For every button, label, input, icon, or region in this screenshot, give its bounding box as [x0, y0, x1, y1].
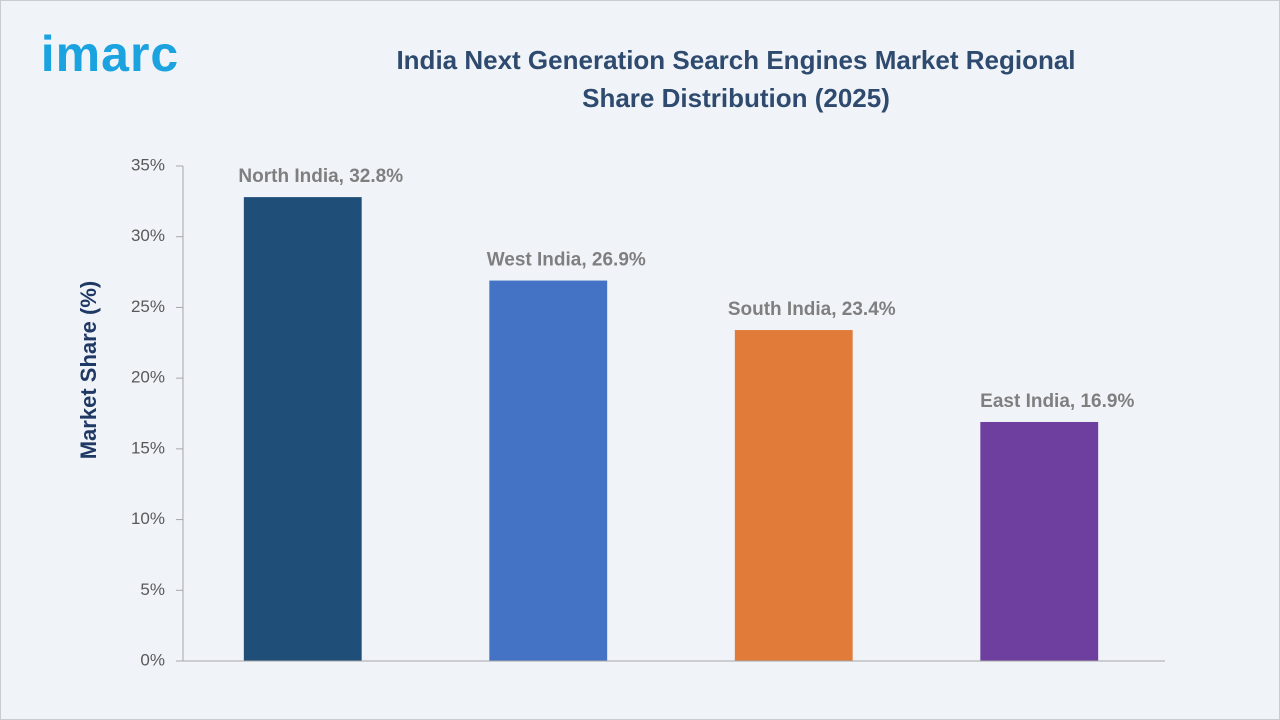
y-tick-label: 0%	[140, 650, 165, 669]
y-tick-label: 20%	[131, 368, 165, 387]
data-label: North India, 32.8%	[238, 166, 403, 187]
y-axis-title: Market Share (%)	[76, 281, 101, 460]
data-label: West India, 26.9%	[487, 250, 646, 271]
y-tick-label: 5%	[140, 580, 165, 599]
logo: imarc	[41, 26, 179, 82]
bar	[734, 330, 853, 661]
y-tick-label: 10%	[131, 509, 165, 528]
data-label: East India, 16.9%	[980, 391, 1134, 412]
y-tick-label: 30%	[131, 226, 165, 245]
bar	[980, 421, 1099, 661]
chart-title: India Next Generation Search Engines Mar…	[396, 45, 1075, 113]
bar	[489, 280, 608, 661]
y-tick-label: 15%	[131, 438, 165, 457]
data-label: South India, 23.4%	[728, 299, 896, 320]
bar	[243, 197, 362, 661]
y-tick-label: 25%	[131, 297, 165, 316]
y-tick-label: 35%	[131, 155, 165, 174]
